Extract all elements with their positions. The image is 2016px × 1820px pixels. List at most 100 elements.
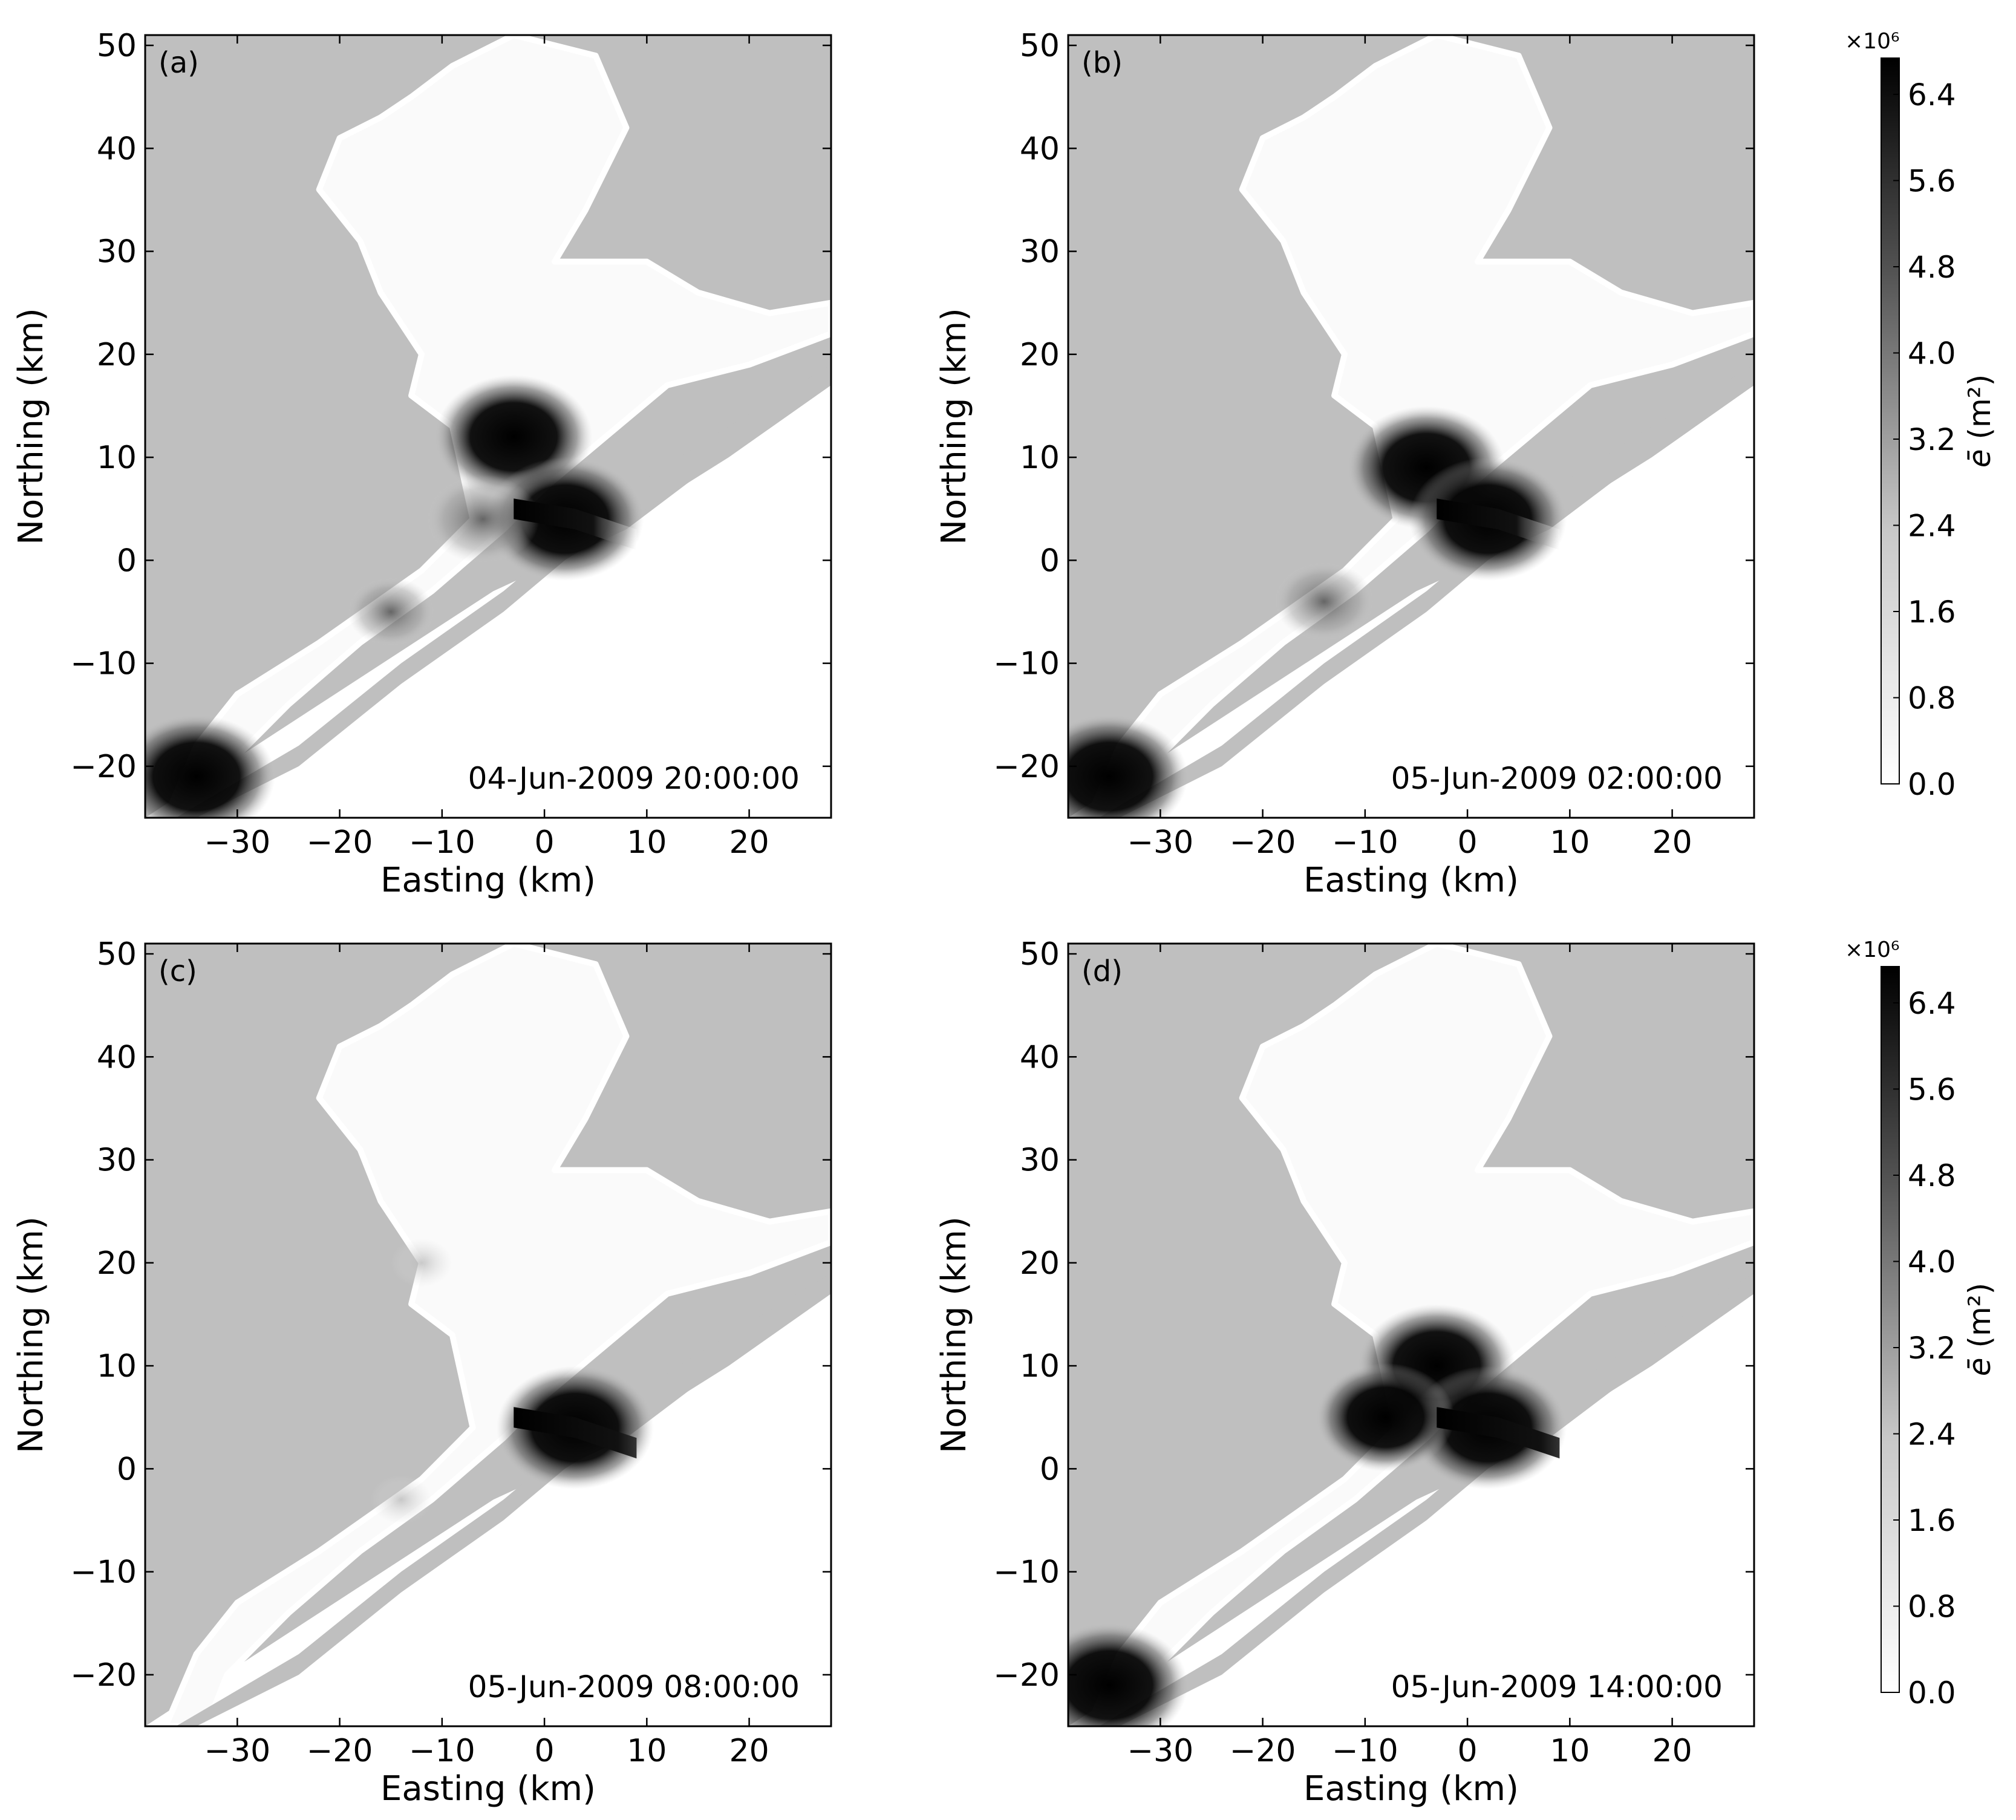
hotspot-3: [347, 577, 434, 647]
colorbar-tick-label: 2.4: [1908, 509, 1956, 544]
y-axis-label: Northing (km): [11, 1216, 51, 1453]
x-tick-label: −10: [409, 1733, 475, 1769]
hotspot-2: [1316, 1363, 1455, 1472]
x-axis-label: Easting (km): [1303, 861, 1519, 900]
gulf-water: [145, 374, 831, 818]
y-tick-label: −10: [993, 1554, 1060, 1591]
y-tick-label: −10: [993, 646, 1060, 682]
colorbar-tick-label: 4.8: [1908, 1158, 1956, 1193]
map-panel-b: −30 −20 −10 0 10 20 −20 −10 0 10 20 30 40 50 Easting (…: [935, 28, 1755, 900]
colorbar-tick-label: 5.6: [1908, 1072, 1956, 1107]
panel-label: (a): [158, 46, 199, 80]
timestamp-label: 05-Jun-2009 02:00:00: [1391, 761, 1723, 796]
ship-channel: [1437, 498, 1560, 550]
colorbar-label-symbol: ē: [1962, 1357, 1997, 1376]
y-axis-label: Northing (km): [11, 308, 51, 545]
colorbar-tick-label: 0.8: [1908, 681, 1956, 716]
colorbar-scale: [1881, 966, 1900, 1693]
map-body: [1068, 944, 1754, 1726]
map-body: [145, 35, 831, 818]
x-tick-label: −30: [204, 1733, 270, 1769]
colorbar-bottom: 0.0 0.8 1.6 2.4 3.2 4.0 4.8 5.6 6.4 ×10⁶ ē (m²): [1845, 938, 1997, 1711]
panel-label: (d): [1081, 954, 1123, 988]
axes-frame: [1067, 34, 1755, 819]
hotspot-2: [426, 475, 540, 564]
map-body: [1068, 35, 1754, 818]
y-tick-label: −20: [70, 749, 137, 785]
colorbar-exponent: ×10⁶: [1845, 29, 1899, 54]
barrier-peninsula: [1098, 364, 1754, 818]
barrier-peninsula: [175, 1273, 831, 1726]
barrier-peninsula: [175, 364, 831, 818]
ship-channel: [1437, 1407, 1560, 1459]
colorbar-tick-label: 0.0: [1908, 1675, 1956, 1711]
x-axis-label: Easting (km): [380, 1769, 596, 1809]
y-tick-label: 40: [97, 131, 137, 167]
y-tick-label: −20: [993, 749, 1060, 785]
y-tick-label: 10: [97, 1348, 137, 1385]
panels-group: −30 −20 −10 0 10 20 −20 −10 0 10 20 30 40 50 Easting (…: [11, 28, 1755, 1809]
y-tick-label: −10: [70, 1554, 137, 1591]
y-tick-label: 40: [1020, 1039, 1060, 1075]
panel-label: (b): [1081, 46, 1123, 80]
colorbar-tick-label: 3.2: [1908, 1331, 1956, 1366]
y-axis-label: Northing (km): [935, 1216, 974, 1453]
x-tick-label: −30: [1127, 824, 1193, 861]
colorbar-label-unit: (m²): [1962, 374, 1997, 449]
y-tick-label: 10: [97, 440, 137, 476]
y-tick-label: 10: [1020, 440, 1060, 476]
map-body: [145, 944, 831, 1726]
colorbar-tick-label: 2.4: [1908, 1417, 1956, 1452]
y-tick-label: 30: [97, 234, 137, 270]
x-tick-label: −30: [204, 824, 270, 861]
hotspot-3: [1068, 1623, 1188, 1726]
gulf-water: [1068, 1283, 1754, 1726]
barrier-peninsula: [1098, 1273, 1754, 1726]
colorbar-tick-label: 4.0: [1908, 1245, 1956, 1280]
colorbar-tick-label: 1.6: [1908, 595, 1956, 630]
timestamp-label: 04-Jun-2009 20:00:00: [468, 761, 800, 796]
colorbar-label-symbol: ē: [1962, 449, 1997, 468]
colorbar-tick-label: 0.0: [1908, 767, 1956, 802]
gulf-water: [1068, 374, 1754, 818]
y-tick-label: 50: [1020, 28, 1060, 64]
colorbar-tick-label: 3.2: [1908, 422, 1956, 457]
timestamp-label: 05-Jun-2009 08:00:00: [468, 1669, 800, 1704]
y-tick-label: 30: [97, 1143, 137, 1179]
colorbar-tick-label: 5.6: [1908, 164, 1956, 199]
panel-label: (c): [158, 954, 197, 988]
hotspot-4: [145, 714, 275, 818]
y-axis-label: Northing (km): [935, 308, 974, 545]
map-panel-c: −30 −20 −10 0 10 20 −20 −10 0 10 20 30 40 50 Easting (…: [11, 936, 832, 1809]
y-tick-label: 20: [1020, 1245, 1060, 1282]
gulf-water: [145, 1283, 831, 1726]
x-tick-label: −20: [307, 1733, 373, 1769]
timestamp-label: 05-Jun-2009 14:00:00: [1391, 1669, 1723, 1704]
x-tick-label: 20: [1652, 1733, 1692, 1769]
x-tick-label: −10: [1332, 824, 1398, 861]
y-tick-label: 40: [97, 1039, 137, 1075]
colorbar-tick-label: 1.6: [1908, 1503, 1956, 1538]
y-tick-label: −20: [993, 1657, 1060, 1694]
y-tick-label: 30: [1020, 1143, 1060, 1179]
y-tick-label: 50: [97, 28, 137, 64]
y-tick-label: 20: [97, 1245, 137, 1282]
map-panel-a: −30 −20 −10 0 10 20 −20 −10 0 10 20 30 40 50 Easting (…: [11, 28, 832, 900]
x-tick-label: −30: [1127, 1733, 1193, 1769]
axes-frame: [144, 942, 832, 1727]
x-tick-label: −20: [1230, 824, 1296, 861]
x-tick-label: 0: [1458, 1733, 1478, 1769]
y-tick-label: 30: [1020, 234, 1060, 270]
x-tick-label: 0: [535, 1733, 555, 1769]
y-tick-label: −10: [70, 646, 137, 682]
x-tick-label: 10: [1550, 824, 1590, 861]
colorbar-tick-label: 4.8: [1908, 250, 1956, 285]
x-tick-label: 0: [535, 824, 555, 861]
hotspot-2: [370, 1475, 432, 1524]
ship-channel: [514, 498, 637, 550]
x-tick-label: −20: [307, 824, 373, 861]
y-tick-label: 20: [1020, 337, 1060, 373]
x-tick-label: 20: [1652, 824, 1692, 861]
x-tick-label: 20: [729, 1733, 769, 1769]
